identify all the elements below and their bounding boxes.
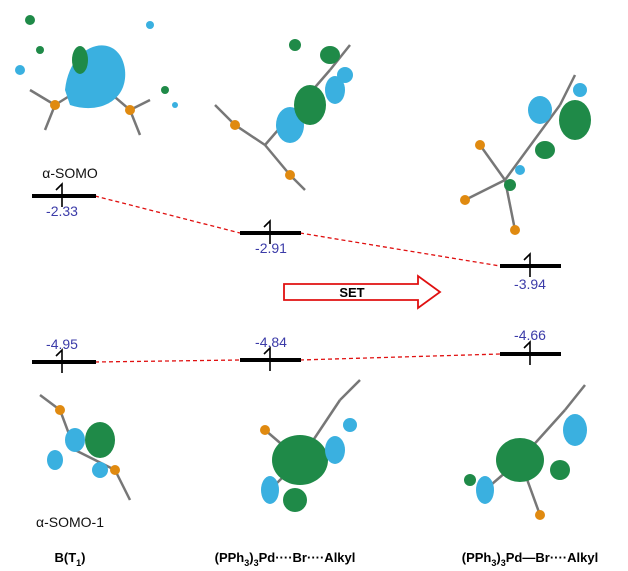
correlation-line <box>300 354 500 360</box>
orbital-label: α-SOMO-1 <box>36 514 104 530</box>
level <box>32 184 561 373</box>
molecule-b-t1-somo <box>15 15 178 135</box>
set-arrow: SET <box>284 276 440 308</box>
energy-value: -4.84 <box>255 334 287 350</box>
arrow-label: SET <box>339 285 364 300</box>
energy-value: -3.94 <box>514 276 546 292</box>
energy-value: -4.66 <box>514 327 546 343</box>
energy-value: -4.95 <box>46 336 78 352</box>
orbital-label: α-SOMO <box>42 165 98 181</box>
molecule-pd-br-somo <box>215 39 353 190</box>
diagram: α-SOMO α-SOMO-1 -2.33 -2.91 -3.94 -4.95 … <box>0 0 628 571</box>
correlation-line <box>95 360 240 362</box>
column-label: (PPh3)3Pd—Br····Alkyl <box>462 550 598 568</box>
molecule-pd-br-bonded-somo-1 <box>464 385 587 520</box>
energy-value: -2.33 <box>46 203 78 219</box>
text: Pd····Br····Alkyl <box>259 550 356 565</box>
text: (PPh <box>462 550 492 565</box>
correlation-line <box>95 196 240 233</box>
text: B(T <box>54 550 76 565</box>
correlation-line <box>300 233 500 266</box>
text: Pd—Br····Alkyl <box>506 550 598 565</box>
column-label: B(T1) <box>54 550 85 568</box>
text: (PPh <box>215 550 245 565</box>
molecule-b-t1-somo-1 <box>40 395 130 500</box>
energy-value: -2.91 <box>255 240 287 256</box>
column-label: (PPh3)3Pd····Br····Alkyl <box>215 550 356 568</box>
molecule-pd-br-somo-1 <box>260 380 360 512</box>
text: ) <box>81 550 85 565</box>
molecule-pd-br-bonded-somo <box>460 75 591 235</box>
